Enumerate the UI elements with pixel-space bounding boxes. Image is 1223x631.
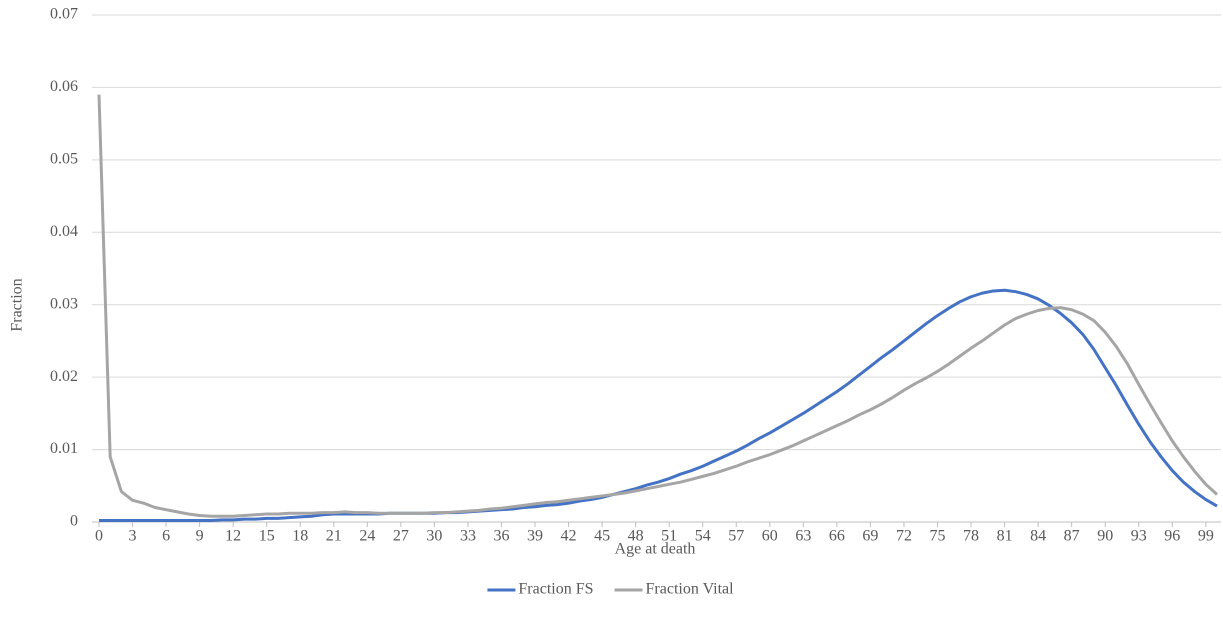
x-tick-label: 39 xyxy=(527,528,543,545)
x-tick-label: 51 xyxy=(661,528,677,545)
y-tick-label: 0.04 xyxy=(50,223,78,240)
y-axis-label: Fraction xyxy=(9,278,26,331)
x-axis-label: Age at death xyxy=(615,541,696,558)
legend-label: Fraction Vital xyxy=(646,581,735,598)
y-tick-label: 0.01 xyxy=(50,440,78,457)
x-tick-label: 12 xyxy=(225,528,241,545)
x-tick-label: 33 xyxy=(460,528,476,545)
x-tick-label: 96 xyxy=(1164,528,1180,545)
y-tick-label: 0.07 xyxy=(50,6,78,23)
y-tick-label: 0.02 xyxy=(50,368,78,385)
x-tick-label: 6 xyxy=(162,528,170,545)
x-tick-label: 78 xyxy=(963,528,979,545)
x-tick-label: 3 xyxy=(129,528,137,545)
x-tick-label: 69 xyxy=(862,528,878,545)
x-tick-label: 66 xyxy=(829,528,845,545)
x-tick-label: 90 xyxy=(1097,528,1113,545)
x-tick-label: 60 xyxy=(762,528,778,545)
y-tick-label: 0 xyxy=(70,513,78,530)
x-tick-label: 18 xyxy=(292,528,308,545)
x-tick-label: 36 xyxy=(493,528,509,545)
x-tick-label: 42 xyxy=(561,528,577,545)
x-tick-label: 72 xyxy=(896,528,912,545)
x-tick-label: 21 xyxy=(326,528,342,545)
x-tick-label: 57 xyxy=(728,528,744,545)
x-tick-label: 87 xyxy=(1064,528,1080,545)
series-line xyxy=(97,94,1219,518)
x-tick-label: 30 xyxy=(426,528,442,545)
x-tick-label: 75 xyxy=(930,528,946,545)
x-tick-label: 93 xyxy=(1131,528,1147,545)
x-tick-label: 0 xyxy=(95,528,103,545)
x-tick-label: 27 xyxy=(393,528,409,545)
x-tick-label: 63 xyxy=(795,528,811,545)
y-tick-label: 0.06 xyxy=(50,78,78,95)
x-tick-label: 24 xyxy=(359,528,375,545)
x-tick-label: 9 xyxy=(196,528,204,545)
series-line xyxy=(99,288,1218,523)
x-tick-label: 45 xyxy=(594,528,610,545)
x-tick-label: 54 xyxy=(695,528,711,545)
x-tick-label: 81 xyxy=(997,528,1013,545)
x-tick-label: 48 xyxy=(628,528,644,545)
legend-label: Fraction FS xyxy=(518,581,593,598)
x-tick-label: 15 xyxy=(259,528,275,545)
x-tick-label: 99 xyxy=(1198,528,1214,545)
y-tick-label: 0.05 xyxy=(50,151,78,168)
x-tick-label: 84 xyxy=(1030,528,1046,545)
y-tick-label: 0.03 xyxy=(50,295,78,312)
